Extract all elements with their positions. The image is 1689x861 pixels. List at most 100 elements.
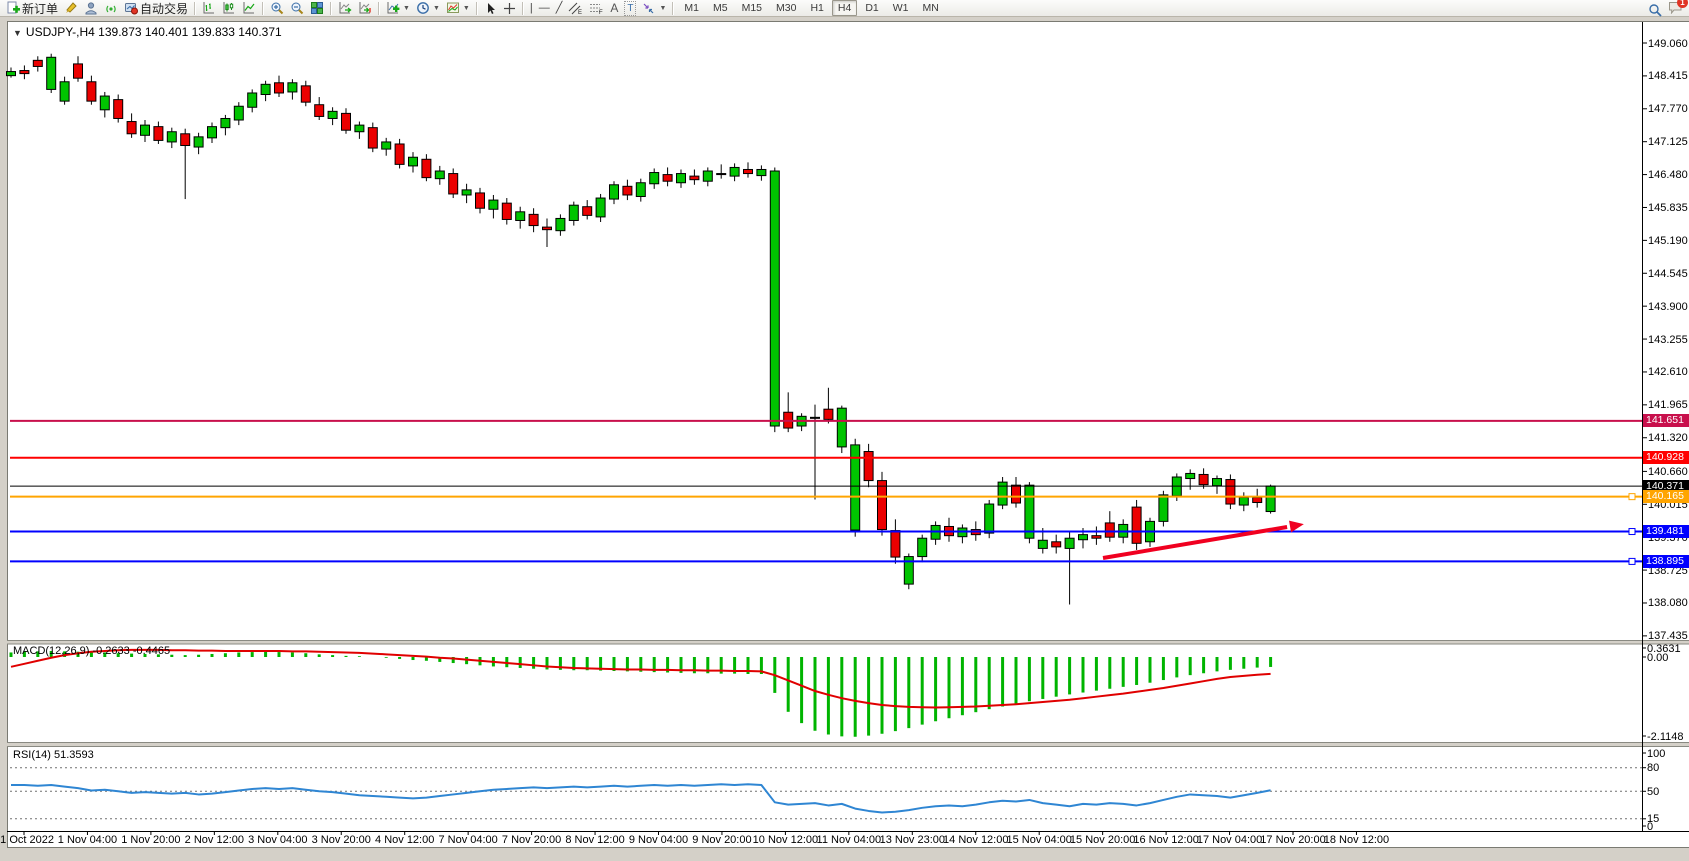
bear-candle (622, 185, 633, 196)
bull-candle (1185, 472, 1196, 480)
bull-candle (515, 211, 526, 221)
bull-candle (609, 184, 619, 200)
price-level-label: 138.895 (1643, 554, 1689, 568)
auto-trading-button[interactable]: 自动交易 (121, 1, 191, 16)
bear-candle (662, 174, 673, 182)
bear-candle (394, 143, 405, 165)
text-button[interactable]: A (607, 1, 621, 16)
bear-candle (1091, 535, 1102, 539)
price-tick-label: 142.610 (1648, 366, 1688, 379)
bear-candle (180, 133, 191, 147)
indicator-tick-label: 80 (1647, 762, 1660, 775)
bull-candle (1064, 537, 1075, 549)
candlestick-chart-button[interactable] (219, 1, 239, 16)
chart-collapse-icon[interactable]: ▼ (13, 28, 22, 38)
horizontal-line-button[interactable]: — (536, 1, 553, 16)
time-tick-label: 14 Nov 12:00 (943, 834, 1009, 846)
templates-icon (446, 2, 459, 13)
bear-candle (1104, 522, 1115, 538)
timeframe-button-mn[interactable]: MN (922, 2, 939, 14)
zoom-in-button[interactable] (267, 1, 287, 16)
time-tick-label: 4 Nov 12:00 (375, 834, 435, 846)
bull-candle (984, 503, 995, 534)
time-tick-label: 8 Nov 12:00 (565, 834, 625, 846)
time-tick-label: 7 Nov 20:00 (501, 834, 562, 846)
templates-button[interactable]: ▼ (443, 1, 473, 16)
bull-candle (193, 136, 204, 148)
bear-candle (274, 82, 284, 94)
bull-candle (649, 172, 660, 185)
crosshair-button[interactable] (500, 1, 519, 16)
svg-text:E: E (578, 10, 582, 15)
periods-button[interactable]: ▼ (413, 1, 443, 16)
new-order-label: 新订单 (22, 1, 59, 16)
fibonacci-button[interactable]: F (586, 1, 607, 16)
tile-windows-button[interactable] (307, 1, 327, 16)
new-order-icon (7, 1, 20, 14)
bull-candle (233, 105, 244, 121)
new-order-button[interactable]: 新订单 (3, 1, 61, 16)
timeframe-button-w1[interactable]: W1 (892, 2, 909, 14)
price-tick-label: 147.125 (1648, 136, 1688, 149)
styler-button[interactable] (61, 1, 81, 16)
timeframe-button-h1[interactable]: H1 (810, 2, 824, 14)
auto-scroll-button[interactable] (335, 1, 355, 16)
time-tick-label: 13 Nov 23:00 (879, 834, 946, 846)
line-handle[interactable] (1628, 493, 1636, 501)
line-handle[interactable] (1628, 557, 1636, 565)
bear-candle (421, 158, 432, 179)
bull-candle (1265, 485, 1276, 513)
profile-button[interactable] (81, 1, 101, 16)
indicators-button[interactable]: ▼ (383, 1, 413, 16)
line-chart-button[interactable] (239, 1, 259, 16)
equidistant-channel-button[interactable]: E (565, 1, 586, 16)
timeframe-toolbar: M1 M5 M15 M30 H1 H4 D1 W1 MN (677, 0, 945, 16)
chart-shift-button[interactable] (355, 1, 375, 16)
bull-candle (46, 56, 57, 90)
bull-candle (810, 416, 820, 419)
line-handle[interactable] (1628, 528, 1636, 536)
bull-candle (555, 217, 566, 232)
trendline-button[interactable]: ╱ (553, 1, 566, 16)
bear-candle (73, 63, 83, 79)
bull-candle (997, 481, 1008, 506)
indicator-tick-label: 100 (1647, 747, 1666, 760)
bear-candle (716, 173, 727, 176)
timeframe-button-m15[interactable]: M15 (741, 2, 763, 14)
timeframe-button-m1[interactable]: M1 (684, 2, 699, 14)
timeframe-button-m5[interactable]: M5 (712, 2, 728, 14)
bull-candle (247, 92, 258, 108)
price-tick-label: 148.415 (1648, 70, 1688, 83)
horizontal-line-icon: — (538, 1, 550, 14)
search-icon[interactable] (1648, 3, 1662, 17)
bull-candle (140, 124, 150, 136)
timeframe-button-m30[interactable]: M30 (776, 2, 797, 14)
trendline-icon: ╱ (555, 1, 563, 14)
rsi-indicator-label: RSI(14) 51.3593 (13, 749, 94, 761)
price-level-label: 139.481 (1643, 525, 1689, 539)
bear-candle (314, 104, 325, 117)
bear-candle (32, 59, 43, 67)
notifications-button[interactable]: 1 (1668, 0, 1688, 19)
timeframe-button-h4[interactable]: H4 (831, 0, 858, 16)
signals-button[interactable] (101, 1, 121, 16)
vertical-line-button[interactable]: | (527, 1, 536, 16)
trend-arrow[interactable] (1102, 525, 1288, 560)
arrows-button[interactable]: ▼ (639, 1, 669, 16)
bear-candle (890, 530, 901, 558)
bear-candle (743, 168, 753, 175)
bar-chart-button[interactable] (199, 1, 219, 16)
dropdown-arrow-icon: ▼ (462, 4, 470, 12)
toolbar-separator (262, 1, 265, 15)
toolbar-separator (672, 1, 675, 15)
bear-candle (1252, 496, 1263, 504)
zoom-out-button[interactable] (287, 1, 307, 16)
timeframe-button-d1[interactable]: D1 (865, 2, 879, 14)
indicator-tick-label: 0.3631 (1647, 642, 1681, 655)
macd-signal-line (10, 648, 1271, 709)
auto-trading-label: 自动交易 (140, 1, 189, 16)
text-label-button[interactable]: T (621, 0, 639, 16)
bull-candle (354, 124, 365, 133)
cursor-button[interactable] (481, 1, 500, 16)
